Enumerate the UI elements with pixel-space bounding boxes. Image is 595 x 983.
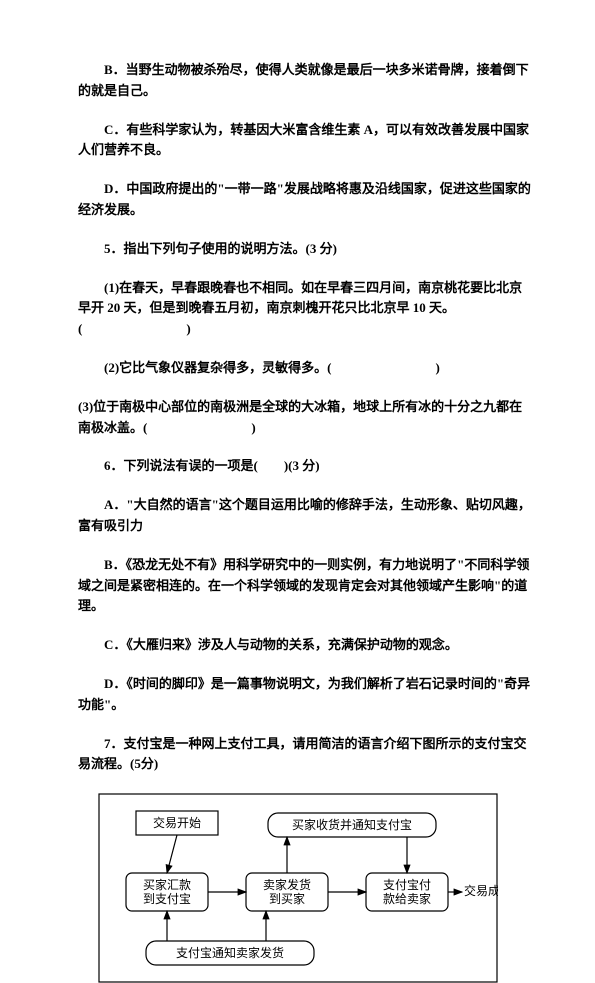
- q6-c: C．《大雁归来》涉及人与动物的关系，充满保护动物的观念。: [78, 635, 535, 656]
- q6-b: B．《恐龙无处不有》用科学研究中的一则实例，有力地说明了"不同科学领域之间是紧密…: [78, 555, 535, 617]
- svg-text:买家汇款: 买家汇款: [143, 877, 191, 892]
- svg-text:到支付宝: 到支付宝: [143, 892, 191, 906]
- svg-text:卖家发货: 卖家发货: [263, 877, 311, 892]
- q5-item2: (2)它比气象仪器复杂得多，灵敏得多。( ): [78, 358, 535, 379]
- svg-text:到买家: 到买家: [269, 891, 305, 906]
- q6-a: A．"大自然的语言"这个题目运用比喻的修辞手法，生动形象、贴切风趣，富有吸引力: [78, 495, 535, 537]
- alipay-flowchart: 交易开始买家汇款到支付宝 卖家发货到买家 支付宝付款给卖家 买家收货并通知支付宝支付宝…: [98, 793, 535, 983]
- svg-text:支付宝通知卖家发货: 支付宝通知卖家发货: [176, 945, 284, 960]
- q5-item1: (1)在春天，早春跟晚春也不相同。如在早春三四月间，南京桃花要比北京早开 20 …: [78, 278, 535, 340]
- svg-text:交易开始: 交易开始: [153, 815, 201, 830]
- q7-stem: 7．支付宝是一种网上支付工具，请用简洁的语言介绍下图所示的支付宝交易流程。(5分…: [78, 734, 535, 776]
- q6-d: D．《时间的脚印》是一篇事物说明文，为我们解析了岩石记录时间的"奇异功能"。: [78, 674, 535, 716]
- option-b: B．当野生动物被杀殆尽，使得人类就像是最后一块多米诺骨牌，接着倒下的就是自己。: [78, 60, 535, 102]
- svg-text:买家收货并通知支付宝: 买家收货并通知支付宝: [292, 817, 412, 832]
- q5-item3: (3)位于南极中心部位的南极洲是全球的大冰箱，地球上所有冰的十分之九都在南极冰盖…: [78, 397, 535, 439]
- svg-text:交易成功: 交易成功: [464, 883, 498, 898]
- q5-stem: 5．指出下列句子使用的说明方法。(3 分): [78, 239, 535, 260]
- option-d: D．中国政府提出的"一带一路"发展战略将惠及沿线国家，促进这些国家的经济发展。: [78, 179, 535, 221]
- option-c: C．有些科学家认为，转基因大米富含维生素 A，可以有效改善发展中国家人们营养不良…: [78, 120, 535, 162]
- svg-text:款给卖家: 款给卖家: [383, 891, 431, 906]
- svg-text:支付宝付: 支付宝付: [383, 878, 431, 892]
- q6-stem: 6．下列说法有误的一项是( )(3 分): [78, 456, 535, 477]
